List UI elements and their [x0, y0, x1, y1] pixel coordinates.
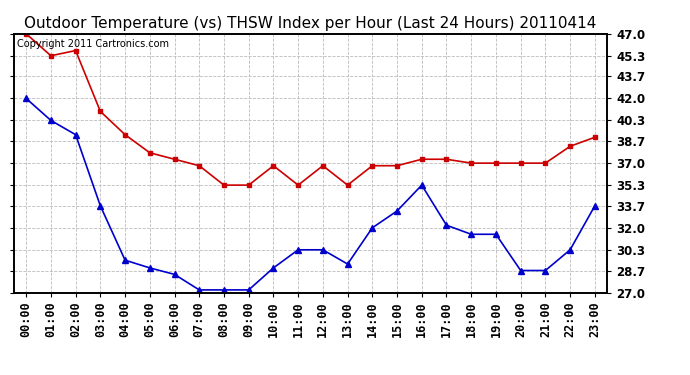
Title: Outdoor Temperature (vs) THSW Index per Hour (Last 24 Hours) 20110414: Outdoor Temperature (vs) THSW Index per …	[24, 16, 597, 31]
Text: Copyright 2011 Cartronics.com: Copyright 2011 Cartronics.com	[17, 39, 169, 49]
